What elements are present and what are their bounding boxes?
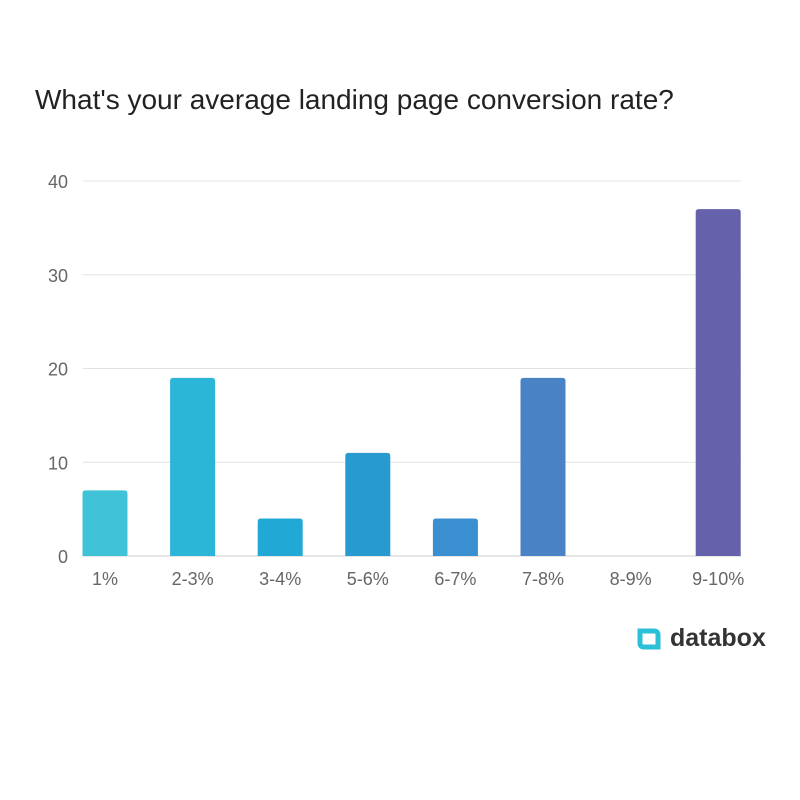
y-tick-label: 10 bbox=[48, 453, 68, 473]
x-tick-label: 2-3% bbox=[172, 569, 214, 589]
x-tick-label: 8-9% bbox=[610, 569, 652, 589]
bar-3-4% bbox=[257, 518, 303, 556]
y-tick-label: 20 bbox=[48, 360, 68, 380]
logo-text: databox bbox=[670, 624, 766, 652]
bar-1% bbox=[82, 490, 128, 556]
y-tick-label: 0 bbox=[58, 547, 68, 567]
x-tick-label: 1% bbox=[92, 569, 118, 589]
bar-9-10% bbox=[695, 209, 741, 556]
y-tick-label: 40 bbox=[48, 172, 68, 192]
x-tick-label: 3-4% bbox=[259, 569, 301, 589]
bar-6-7% bbox=[432, 518, 478, 556]
databox-logo-icon bbox=[637, 628, 661, 649]
x-tick-label: 5-6% bbox=[347, 569, 389, 589]
x-tick-label: 7-8% bbox=[522, 569, 564, 589]
bar-5-6% bbox=[345, 452, 391, 556]
x-tick-label: 6-7% bbox=[434, 569, 476, 589]
x-tick-label: 9-10% bbox=[692, 569, 744, 589]
bar-7-8% bbox=[520, 377, 566, 556]
chart-title: What's your average landing page convers… bbox=[35, 84, 674, 115]
databox-logo: databox bbox=[636, 624, 766, 653]
bar-2-3% bbox=[170, 377, 216, 556]
y-tick-label: 30 bbox=[48, 266, 68, 286]
